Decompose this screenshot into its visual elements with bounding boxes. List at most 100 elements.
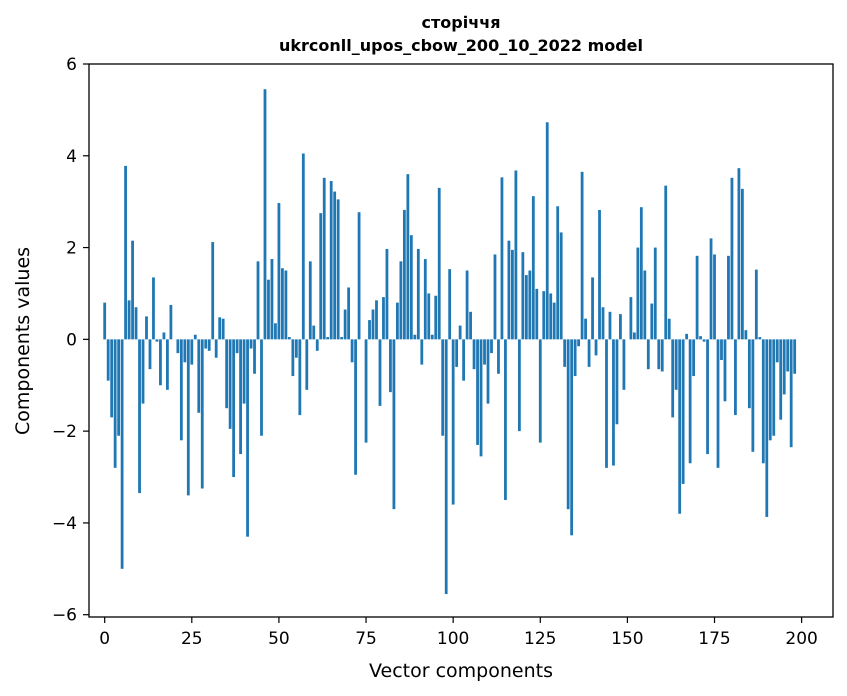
bar — [253, 339, 256, 374]
bar — [134, 307, 138, 340]
bar — [490, 339, 493, 354]
bar — [782, 339, 786, 395]
bar — [674, 339, 678, 390]
bar — [385, 248, 389, 340]
bar — [437, 187, 441, 340]
bar — [287, 337, 291, 340]
bar — [427, 293, 431, 340]
bar — [274, 323, 277, 340]
chart-subtitle: ukrconll_upos_cbow_200_10_2022 model — [279, 36, 643, 55]
bar — [389, 339, 392, 393]
bar — [382, 297, 385, 340]
bar — [601, 307, 605, 340]
bar — [695, 255, 699, 340]
bar — [737, 168, 741, 340]
bar — [106, 339, 110, 381]
bar — [469, 311, 472, 340]
bar — [159, 339, 162, 386]
bar — [113, 339, 117, 468]
bar — [761, 339, 765, 464]
bar — [587, 339, 591, 367]
bar — [301, 153, 305, 340]
bar — [573, 339, 577, 377]
bar — [619, 314, 622, 340]
bar — [350, 339, 354, 363]
bar — [239, 339, 242, 455]
bar — [340, 337, 344, 340]
x-tick-label: 150 — [611, 629, 643, 649]
bar — [699, 336, 702, 340]
bar — [612, 339, 615, 466]
plot-frame — [88, 63, 834, 618]
bar — [263, 89, 267, 340]
bar — [608, 311, 612, 340]
bar — [605, 339, 608, 468]
bar — [131, 240, 134, 340]
bar — [667, 318, 671, 340]
bar — [629, 297, 633, 340]
x-axis-ticks: 0 25 50 75 100 125 150 175 200 — [99, 617, 818, 649]
bar — [451, 339, 455, 505]
bar — [549, 293, 553, 340]
bar — [103, 302, 107, 340]
bar — [542, 291, 546, 340]
bar — [124, 165, 127, 340]
bar — [120, 339, 124, 569]
bar — [455, 339, 459, 367]
bar — [298, 339, 302, 416]
bar — [754, 269, 758, 340]
bar — [741, 188, 744, 340]
bar — [392, 339, 396, 510]
bar — [786, 339, 790, 372]
bar — [643, 270, 647, 340]
bar — [702, 339, 706, 342]
bar — [556, 206, 560, 340]
y-tick-label: −6 — [52, 606, 77, 626]
y-axis-label: Components values — [12, 247, 34, 435]
bar — [685, 333, 689, 340]
bar — [681, 339, 685, 484]
bar — [500, 177, 504, 340]
bar — [639, 207, 643, 340]
bar — [678, 339, 682, 514]
bar — [650, 303, 654, 340]
bar — [594, 339, 598, 356]
bar — [747, 339, 751, 409]
x-tick-label: 175 — [698, 629, 730, 649]
bar — [584, 318, 587, 340]
bar — [768, 339, 772, 441]
bar — [333, 191, 337, 340]
bar — [514, 170, 518, 340]
bar — [312, 325, 316, 340]
bar — [291, 339, 295, 377]
bar — [141, 339, 145, 404]
bar — [284, 270, 288, 340]
bar — [479, 339, 483, 457]
bar — [434, 295, 438, 340]
y-tick-label: −4 — [52, 514, 77, 534]
bar — [511, 249, 514, 340]
bar — [716, 339, 720, 468]
bar — [524, 275, 528, 340]
bar — [256, 261, 260, 340]
bar — [688, 339, 692, 464]
bar — [646, 339, 650, 370]
bar — [462, 339, 466, 381]
bar — [197, 339, 201, 413]
y-tick-label: 2 — [66, 239, 77, 259]
bar — [486, 339, 490, 404]
bar — [169, 304, 173, 340]
bar — [193, 334, 197, 340]
bar — [444, 339, 448, 595]
bar — [200, 339, 204, 489]
bar — [211, 242, 215, 340]
bar — [552, 302, 556, 340]
bar — [413, 334, 417, 340]
bar — [232, 339, 236, 478]
bar — [580, 171, 584, 340]
bar — [416, 248, 420, 340]
bar — [207, 339, 211, 351]
bar — [559, 232, 563, 340]
bar — [127, 300, 131, 340]
x-tick-label: 75 — [355, 629, 377, 649]
